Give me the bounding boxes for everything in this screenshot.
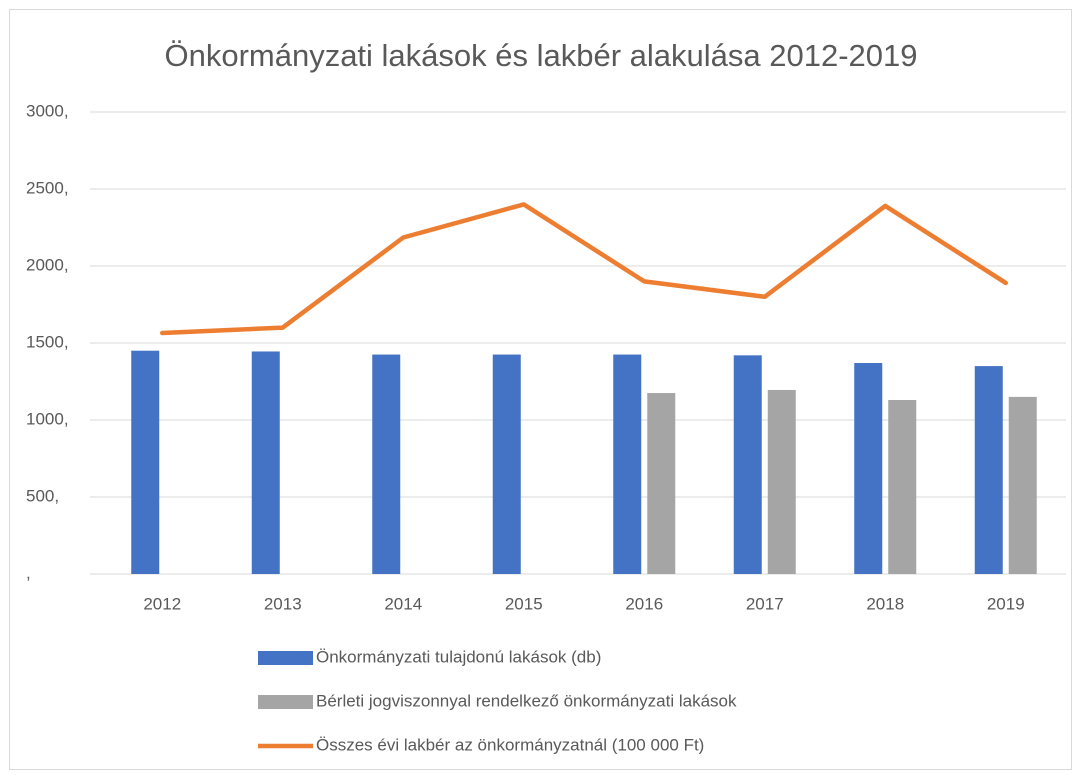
bar xyxy=(372,354,401,574)
x-tick-label: 2018 xyxy=(866,594,904,613)
x-tick-label: 2016 xyxy=(625,594,663,613)
y-tick-label: , xyxy=(26,563,31,582)
bar xyxy=(131,350,160,574)
y-tick-label: 2000, xyxy=(26,255,69,274)
bar xyxy=(974,366,1003,574)
y-tick-label: 1000, xyxy=(26,409,69,428)
y-tick-label: 1500, xyxy=(26,332,69,351)
bar xyxy=(733,355,762,574)
x-tick-label: 2015 xyxy=(505,594,543,613)
legend-marker xyxy=(258,651,313,665)
legend-label: Önkormányzati tulajdonú lakások (db) xyxy=(316,647,601,666)
chart-title: Önkormányzati lakások és lakbér alakulás… xyxy=(164,38,917,73)
y-tick-label: 2500, xyxy=(26,178,69,197)
bar xyxy=(1008,396,1037,574)
bar xyxy=(647,393,676,574)
legend-label: Bérleti jogviszonnyal rendelkező önkormá… xyxy=(316,691,737,710)
legend-marker xyxy=(258,695,313,709)
x-tick-label: 2013 xyxy=(264,594,302,613)
x-tick-label: 2019 xyxy=(987,594,1025,613)
bar xyxy=(888,399,917,574)
x-tick-label: 2014 xyxy=(384,594,422,613)
y-tick-label: 3000, xyxy=(26,101,69,120)
chart-border xyxy=(9,9,1072,770)
line xyxy=(160,202,1008,336)
bar xyxy=(854,363,883,574)
x-tick-label: 2012 xyxy=(143,594,181,613)
bar xyxy=(613,354,642,574)
bar xyxy=(767,389,796,574)
legend-label: Összes évi lakbér az önkormányzatnál (10… xyxy=(316,735,704,754)
bar xyxy=(492,354,521,574)
y-tick-label: 500, xyxy=(26,486,59,505)
bar xyxy=(251,351,280,574)
x-tick-label: 2017 xyxy=(746,594,784,613)
